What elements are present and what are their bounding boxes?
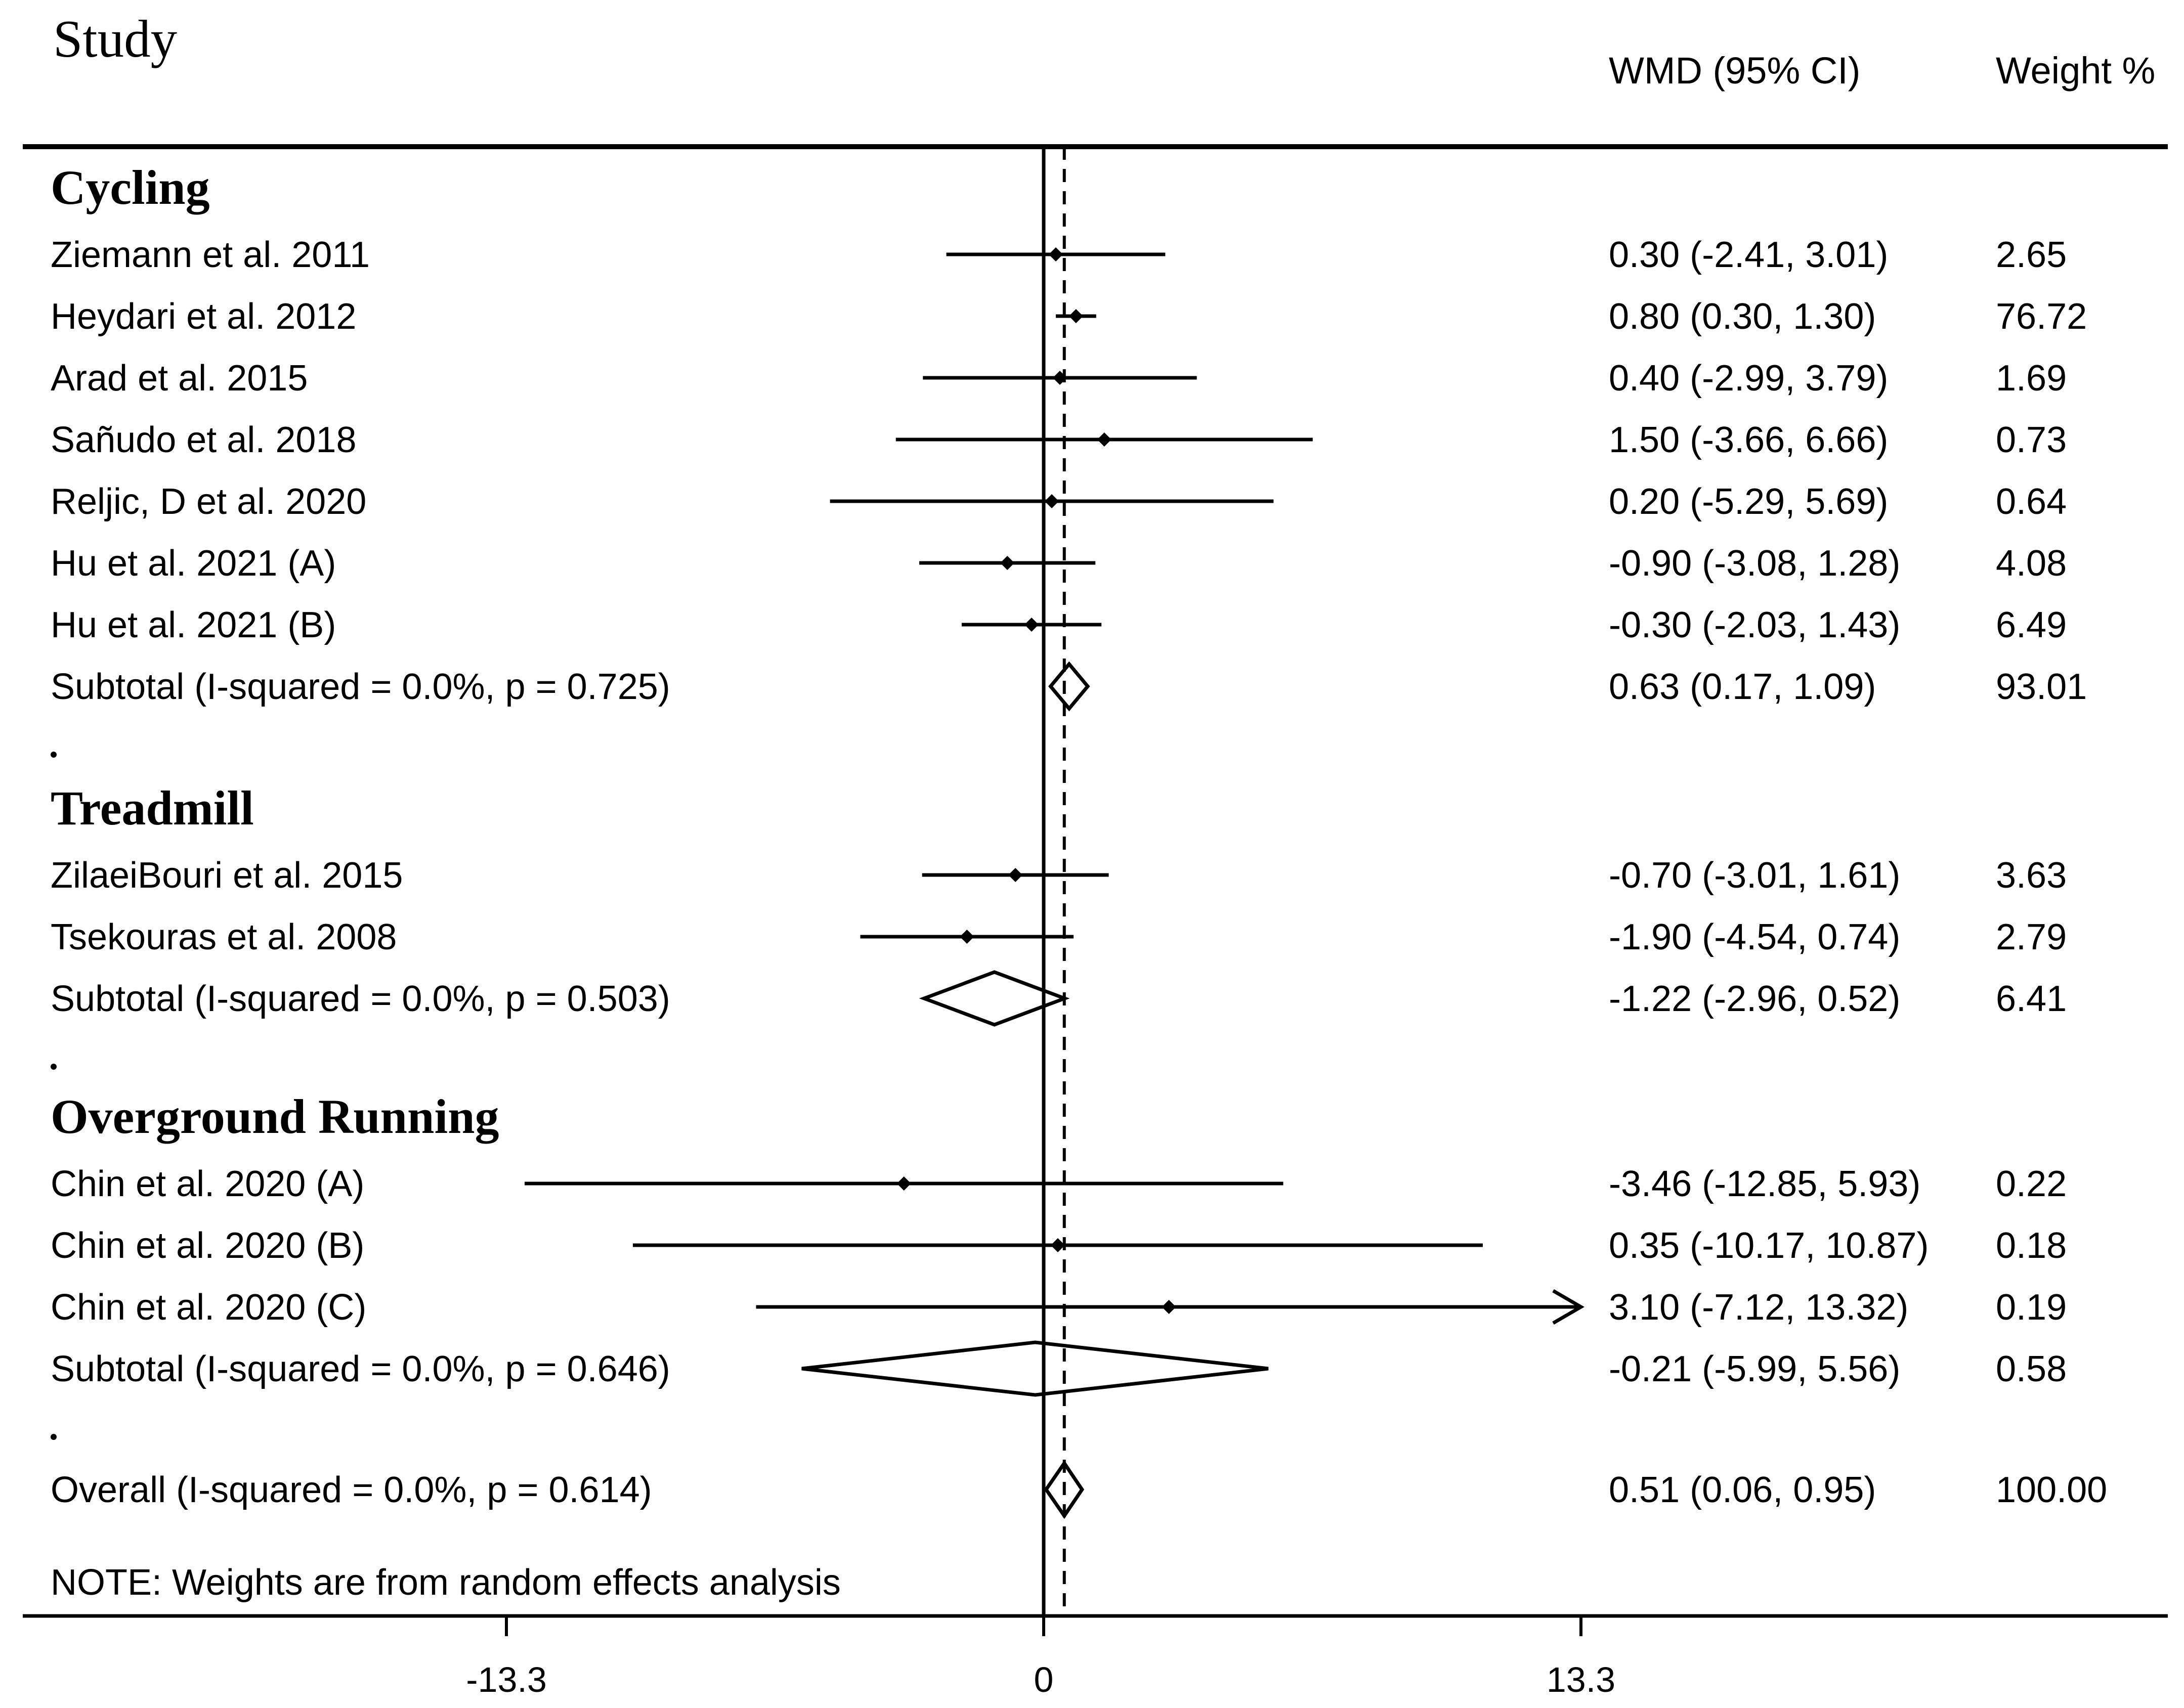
subtotal-weight: 0.58 [1996,1349,2067,1389]
study-weight: 1.69 [1996,358,2067,399]
study-weight: 4.08 [1996,543,2067,584]
point-estimate [1050,1238,1065,1252]
study-ci-text: 0.20 (-5.29, 5.69) [1609,481,1888,522]
point-estimate [1068,309,1083,323]
header-weight: Weight % [1996,50,2155,92]
study-label: Chin et al. 2020 (A) [51,1164,364,1204]
point-estimate [960,930,974,944]
point-estimate [1097,432,1111,447]
x-tick-label: 0 [1034,1660,1054,1699]
study-ci-text: -0.30 (-2.03, 1.43) [1609,605,1900,645]
study-label: Sañudo et al. 2018 [51,420,357,460]
study-label: Chin et al. 2020 (C) [51,1287,366,1328]
study-label: Reljic, D et al. 2020 [51,481,366,522]
study-ci-text: 1.50 (-3.66, 6.66) [1609,420,1888,460]
study-weight: 0.18 [1996,1225,2067,1266]
point-estimate [1052,371,1067,385]
point-estimate [1000,556,1015,570]
study-ci-text: 0.35 (-10.17, 10.87) [1609,1225,1929,1266]
study-label: Ziemann et al. 2011 [51,235,370,275]
study-label: Heydari et al. 2012 [51,296,356,337]
group-heading: Cycling [51,160,210,214]
study-weight: 3.63 [1996,855,2067,896]
subtotal-weight: 93.01 [1996,667,2087,707]
study-label: Chin et al. 2020 (B) [51,1225,364,1266]
point-estimate [1008,868,1023,882]
study-label: Tsekouras et al. 2008 [51,917,397,957]
study-weight: 2.65 [1996,235,2067,275]
study-ci-text: -1.90 (-4.54, 0.74) [1609,917,1900,957]
study-weight: 0.19 [1996,1287,2067,1328]
study-label: Hu et al. 2021 (A) [51,543,336,584]
overall-ci-text: 0.51 (0.06, 0.95) [1609,1470,1876,1510]
spacer-dot [51,1434,57,1440]
subtotal-label: Subtotal (I-squared = 0.0%, p = 0.503) [51,979,670,1019]
study-label: Arad et al. 2015 [51,358,308,399]
study-ci-text: -3.46 (-12.85, 5.93) [1609,1164,1920,1204]
x-tick-label: -13.3 [466,1660,547,1699]
point-estimate [1048,247,1063,261]
group-heading: Overground Running [51,1089,499,1144]
header-study: Study [53,9,178,68]
overall-diamond [1044,1460,1085,1519]
subtotal-diamond [1048,661,1090,712]
study-weight: 76.72 [1996,296,2087,337]
point-estimate [896,1176,911,1191]
study-weight: 0.64 [1996,481,2067,522]
study-weight: 2.79 [1996,917,2067,957]
point-estimate [1024,618,1039,632]
subtotal-ci-text: -1.22 (-2.96, 0.52) [1609,979,1900,1019]
spacer-dot [51,1064,57,1070]
ci-arrow [1552,1289,1585,1325]
header-effect: WMD (95% CI) [1609,50,1860,92]
point-estimate [1044,494,1059,508]
group-heading: Treadmill [51,781,254,835]
subtotal-ci-text: -0.21 (-5.99, 5.56) [1609,1349,1900,1389]
study-weight: 0.73 [1996,420,2067,460]
overall-weight: 100.00 [1996,1470,2107,1510]
study-label: ZilaeiBouri et al. 2015 [51,855,403,896]
x-tick-label: 13.3 [1547,1660,1615,1699]
study-weight: 0.22 [1996,1164,2067,1204]
study-ci-text: 0.40 (-2.99, 3.79) [1609,358,1888,399]
study-label: Hu et al. 2021 (B) [51,605,336,645]
study-ci-text: 0.80 (0.30, 1.30) [1609,296,1876,337]
subtotal-label: Subtotal (I-squared = 0.0%, p = 0.725) [51,667,670,707]
point-estimate [1162,1300,1176,1314]
overall-label: Overall (I-squared = 0.0%, p = 0.614) [51,1470,652,1510]
subtotal-diamond [919,970,1070,1027]
subtotal-ci-text: 0.63 (0.17, 1.09) [1609,667,1876,707]
study-ci-text: -0.70 (-3.01, 1.61) [1609,855,1900,896]
spacer-dot [51,752,57,758]
study-ci-text: 3.10 (-7.12, 13.32) [1609,1287,1908,1328]
subtotal-diamond [801,1340,1269,1397]
subtotal-weight: 6.41 [1996,979,2067,1019]
study-ci-text: 0.30 (-2.41, 3.01) [1609,235,1888,275]
footnote: NOTE: Weights are from random effects an… [51,1562,841,1603]
study-ci-text: -0.90 (-3.08, 1.28) [1609,543,1900,584]
study-weight: 6.49 [1996,605,2067,645]
subtotal-label: Subtotal (I-squared = 0.0%, p = 0.646) [51,1349,670,1389]
